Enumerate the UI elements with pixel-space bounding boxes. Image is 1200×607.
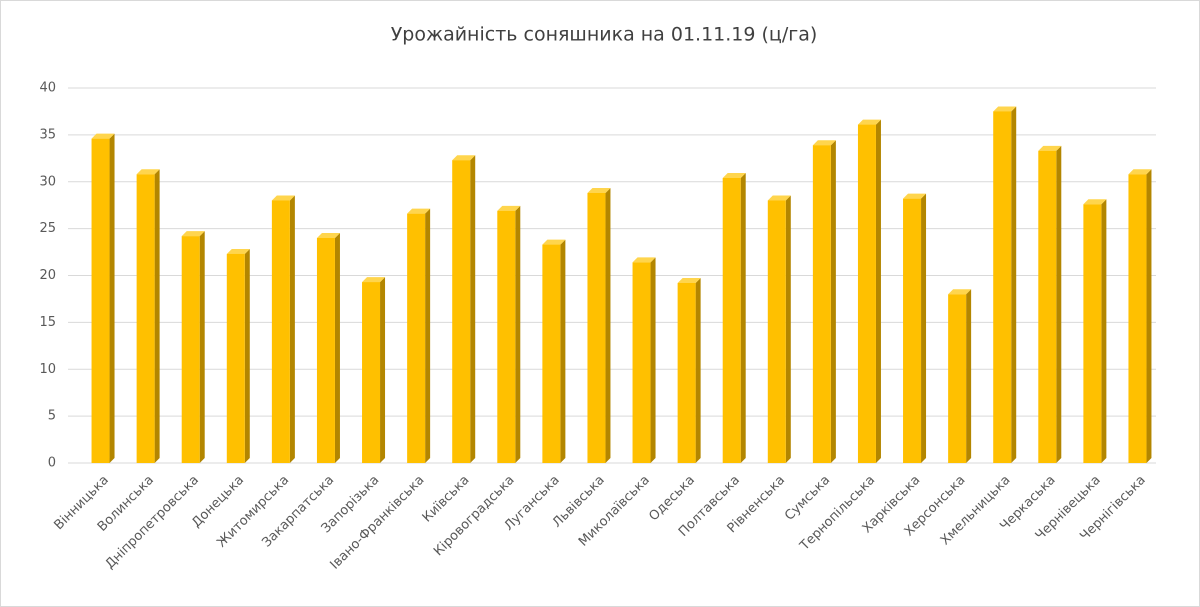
bar-top bbox=[1128, 169, 1152, 175]
bar-side bbox=[966, 289, 972, 463]
bar bbox=[767, 200, 786, 463]
bar-top bbox=[587, 188, 611, 193]
bar bbox=[1128, 174, 1147, 463]
bar-top bbox=[271, 195, 295, 201]
bar bbox=[632, 262, 651, 463]
bar bbox=[542, 244, 561, 463]
bar-side bbox=[154, 169, 160, 463]
bar-side bbox=[1101, 199, 1107, 463]
y-tick-label: 5 bbox=[48, 409, 56, 424]
bar-top bbox=[993, 106, 1017, 112]
bar-top bbox=[1083, 199, 1107, 205]
y-tick-label: 30 bbox=[39, 174, 56, 189]
bar-top bbox=[722, 173, 746, 178]
bar-side bbox=[560, 239, 566, 463]
bar bbox=[271, 200, 290, 463]
bar-top bbox=[226, 248, 250, 254]
bar-side bbox=[470, 155, 476, 463]
bar-top bbox=[452, 155, 476, 161]
bar bbox=[722, 178, 741, 463]
bar-top bbox=[181, 231, 205, 237]
bar bbox=[316, 238, 335, 463]
bar bbox=[136, 174, 155, 463]
bar bbox=[993, 111, 1012, 463]
bar-side bbox=[1056, 145, 1062, 463]
bar-side bbox=[695, 278, 701, 463]
y-tick-label: 25 bbox=[39, 221, 56, 236]
bar-side bbox=[380, 277, 386, 463]
y-tick-label: 0 bbox=[48, 456, 56, 471]
bar-top bbox=[407, 208, 431, 214]
bar bbox=[407, 213, 426, 463]
bar-top bbox=[497, 205, 521, 211]
bar-top bbox=[91, 133, 115, 139]
bar-side bbox=[740, 173, 746, 463]
bar-top bbox=[903, 193, 927, 199]
bar-top bbox=[1038, 145, 1062, 151]
bar bbox=[903, 198, 922, 463]
bar bbox=[362, 282, 381, 463]
bar-top bbox=[857, 119, 881, 125]
y-tick-label: 40 bbox=[39, 81, 56, 96]
bar-side bbox=[244, 248, 250, 463]
y-tick-label: 15 bbox=[39, 315, 56, 330]
bar-top bbox=[677, 278, 701, 283]
bar-side bbox=[199, 231, 205, 463]
bar-side bbox=[425, 208, 431, 463]
bar bbox=[677, 283, 696, 463]
bar-top bbox=[136, 169, 160, 175]
bar bbox=[587, 193, 606, 463]
bar-side bbox=[1011, 106, 1017, 463]
bar bbox=[226, 253, 245, 463]
bar-side bbox=[785, 195, 791, 463]
bar-top bbox=[948, 289, 972, 295]
bar bbox=[181, 236, 200, 463]
bar bbox=[452, 160, 471, 463]
bar-side bbox=[109, 133, 115, 463]
bar-side bbox=[605, 188, 611, 463]
y-tick-label: 10 bbox=[39, 362, 56, 377]
bar bbox=[1083, 204, 1102, 463]
bar-side bbox=[650, 257, 656, 463]
bar-top bbox=[316, 233, 340, 238]
bar-side bbox=[875, 119, 881, 463]
bar bbox=[497, 210, 516, 463]
bar-side bbox=[921, 193, 927, 463]
y-tick-label: 20 bbox=[39, 268, 56, 283]
bar bbox=[91, 138, 110, 463]
bar-side bbox=[289, 195, 295, 463]
chart-title: Урожайність соняшника на 01.11.19 (ц/га) bbox=[391, 24, 818, 46]
bar-side bbox=[830, 140, 836, 463]
bar-side bbox=[334, 233, 340, 463]
y-tick-label: 35 bbox=[39, 127, 56, 142]
bar-top bbox=[542, 239, 566, 245]
bar-side bbox=[515, 205, 521, 463]
bar-top bbox=[632, 257, 656, 263]
bar-top bbox=[767, 195, 791, 201]
bar-top bbox=[362, 277, 386, 283]
bar bbox=[812, 145, 831, 463]
bar-top bbox=[812, 140, 836, 146]
bar bbox=[948, 294, 967, 463]
bar bbox=[857, 124, 876, 463]
bar-side bbox=[1146, 169, 1152, 463]
bar bbox=[1038, 150, 1057, 463]
